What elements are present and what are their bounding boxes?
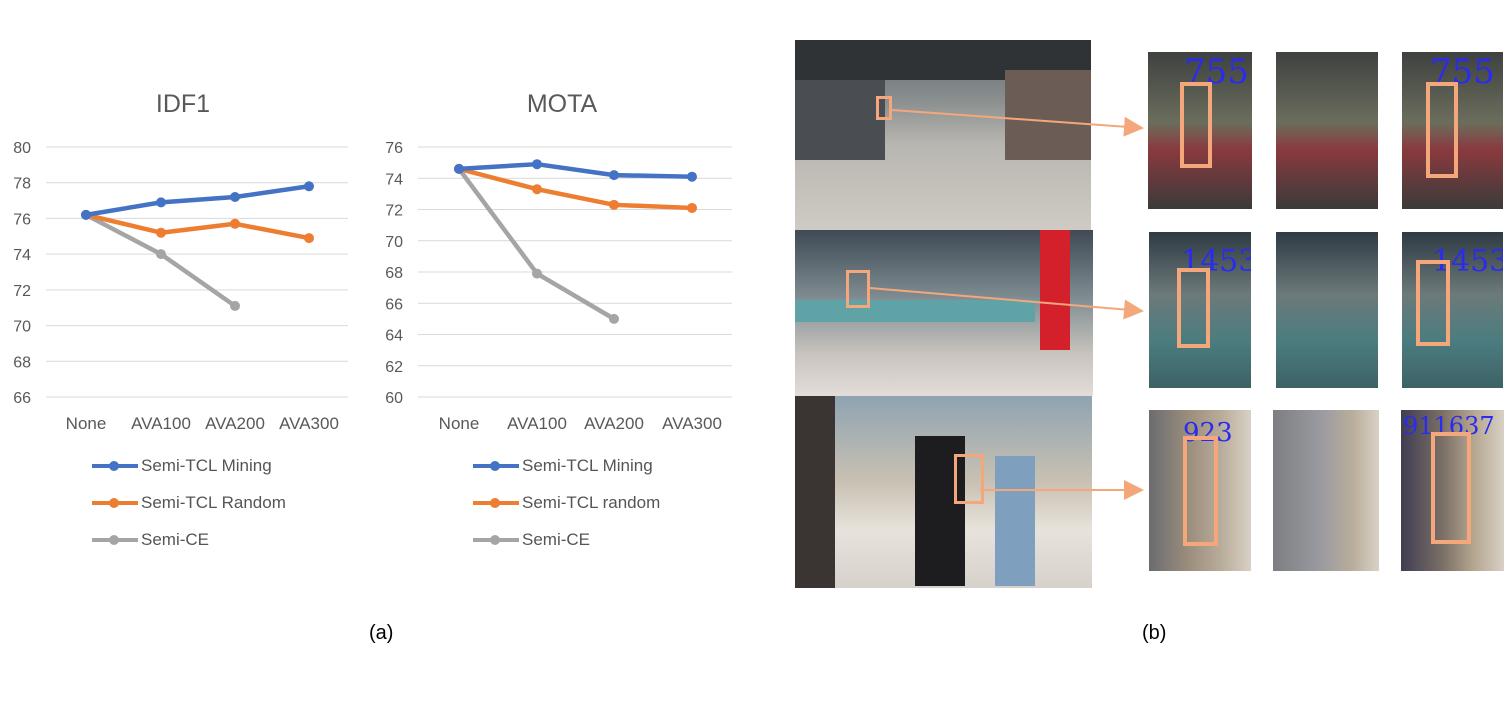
mota-y-tick-label: 64: [385, 328, 403, 345]
idf1-y-tick-label: 74: [13, 247, 31, 264]
highlight-box: [1180, 82, 1212, 168]
crop-1-2: [1276, 52, 1378, 209]
highlight-box: [846, 270, 870, 308]
idf1-data-point: [81, 209, 91, 220]
mota-data-point: [532, 159, 542, 170]
track-id: 1453: [1181, 244, 1251, 279]
idf1-x-tick-label: AVA300: [279, 414, 339, 433]
idf1-data-point: [230, 218, 240, 229]
legend-swatch: [92, 459, 138, 473]
legend-entry: Semi-CE: [473, 521, 660, 558]
crop-3-3: 911637: [1401, 410, 1504, 571]
idf1-x-tick-label: None: [66, 414, 107, 433]
mota-x-tick-label: AVA300: [662, 414, 722, 433]
mota-legend: Semi-TCL Mining Semi-TCL random Semi-CE: [473, 447, 660, 558]
mota-data-point: [609, 170, 619, 181]
idf1-legend: Semi-TCL Mining Semi-TCL Random Semi-CE: [92, 447, 286, 558]
idf1-x-tick-label: AVA100: [131, 414, 191, 433]
idf1-data-point: [156, 249, 166, 260]
track-id: 923: [1183, 418, 1233, 448]
legend-entry: Semi-TCL Random: [92, 484, 286, 521]
legend-swatch: [473, 496, 519, 510]
legend-label: Semi-CE: [141, 529, 210, 549]
crop-3-2: [1273, 410, 1379, 571]
crop-2-3: 1453: [1402, 232, 1503, 388]
legend-entry: Semi-TCL random: [473, 484, 660, 521]
highlight-box: [876, 96, 892, 120]
legend-swatch: [92, 533, 138, 547]
mota-data-point: [454, 163, 464, 174]
legend-label: Semi-CE: [522, 529, 591, 549]
arrow-row-1: [891, 109, 1144, 137]
idf1-chart-title: IDF1: [156, 90, 210, 118]
idf1-data-point: [304, 233, 314, 244]
highlight-box: [1426, 82, 1458, 178]
mota-data-point: [532, 184, 542, 195]
mota-data-point: [687, 202, 697, 213]
mota-x-tick-label: AVA200: [584, 414, 644, 433]
crop-1-1: 755: [1148, 52, 1252, 209]
mota-data-point: [609, 313, 619, 324]
crop-2-2: [1276, 232, 1378, 388]
mota-chart-title: MOTA: [527, 90, 598, 118]
idf1-data-point: [230, 192, 240, 202]
crop-2-1: 1453: [1149, 232, 1251, 388]
crop-1-3: 755: [1402, 52, 1503, 209]
idf1-y-tick-label: 76: [13, 211, 31, 228]
mota-data-point: [609, 199, 619, 210]
frame-photo-3: [795, 396, 1092, 588]
crop-3-1: 923: [1149, 410, 1251, 571]
caption-b: (b): [1142, 622, 1167, 644]
frame-photo-1: [795, 40, 1091, 230]
legend-swatch: [473, 533, 519, 547]
arrow-row-2: [869, 287, 1144, 320]
highlight-box: [1416, 260, 1450, 346]
legend-entry: Semi-TCL Mining: [92, 447, 286, 484]
legend-label: Semi-TCL random: [522, 492, 661, 512]
idf1-x-tick-label: AVA200: [205, 414, 265, 433]
mota-series-line: [458, 166, 693, 211]
mota-y-tick-label: 74: [385, 171, 403, 188]
idf1-y-tick-label: 70: [13, 319, 31, 336]
caption-a: (a): [369, 622, 394, 644]
mota-y-tick-label: 76: [385, 140, 403, 157]
highlight-box: [954, 454, 984, 504]
legend-entry: Semi-TCL Mining: [473, 447, 660, 484]
highlight-box: [1431, 432, 1471, 544]
mota-y-tick-label: 72: [385, 203, 403, 220]
idf1-data-point: [304, 181, 314, 192]
mota-x-tick-label: AVA100: [507, 414, 567, 433]
idf1-y-tick-label: 72: [13, 283, 31, 300]
highlight-box: [1183, 436, 1218, 546]
idf1-y-tick-label: 78: [13, 176, 31, 193]
mota-x-tick-label: None: [439, 414, 480, 433]
mota-data-point: [532, 268, 542, 279]
idf1-y-tick-label: 66: [13, 390, 31, 407]
mota-data-point: [687, 171, 697, 182]
legend-label: Semi-TCL Random: [141, 492, 286, 512]
legend-swatch: [473, 459, 519, 473]
idf1-series-line: [85, 212, 310, 241]
mota-y-tick-label: 66: [385, 296, 403, 313]
idf1-y-tick-label: 68: [13, 354, 31, 371]
idf1-data-point: [156, 197, 166, 208]
idf1-data-point: [230, 300, 240, 311]
highlight-box: [1177, 268, 1210, 348]
legend-label: Semi-TCL Mining: [522, 455, 653, 475]
mota-series-line: [458, 161, 693, 179]
idf1-y-tick-label: 80: [13, 140, 31, 157]
idf1-series-line: [85, 184, 310, 218]
legend-swatch: [92, 496, 138, 510]
mota-y-tick-label: 68: [385, 265, 403, 282]
mota-y-tick-label: 70: [385, 234, 403, 251]
mota-y-tick-label: 62: [385, 359, 403, 376]
legend-entry: Semi-CE: [92, 521, 286, 558]
mota-y-tick-label: 60: [385, 390, 403, 407]
frame-photo-2: [795, 230, 1093, 396]
idf1-data-point: [156, 227, 166, 238]
legend-label: Semi-TCL Mining: [141, 455, 272, 475]
